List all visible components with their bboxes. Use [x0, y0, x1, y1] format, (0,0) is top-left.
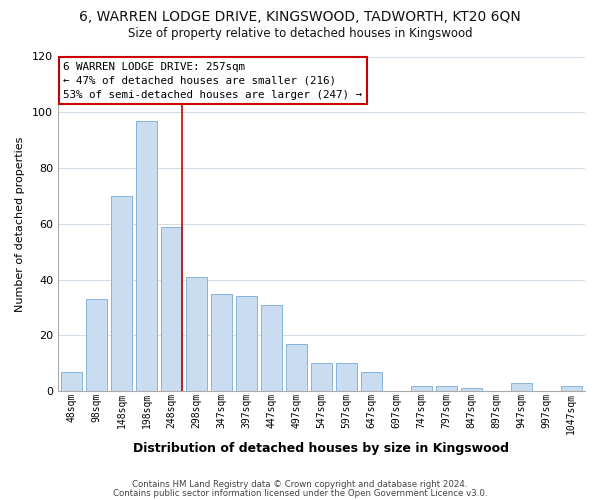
Bar: [186, 277, 207, 391]
Bar: [236, 296, 257, 391]
Text: Size of property relative to detached houses in Kingswood: Size of property relative to detached ho…: [128, 28, 472, 40]
Bar: [436, 386, 457, 391]
Bar: [311, 364, 332, 391]
X-axis label: Distribution of detached houses by size in Kingswood: Distribution of detached houses by size …: [133, 442, 509, 455]
Text: Contains public sector information licensed under the Open Government Licence v3: Contains public sector information licen…: [113, 489, 487, 498]
Text: 6 WARREN LODGE DRIVE: 257sqm
← 47% of detached houses are smaller (216)
53% of s: 6 WARREN LODGE DRIVE: 257sqm ← 47% of de…: [63, 62, 362, 100]
Y-axis label: Number of detached properties: Number of detached properties: [15, 136, 25, 312]
Bar: [560, 386, 582, 391]
Text: Contains HM Land Registry data © Crown copyright and database right 2024.: Contains HM Land Registry data © Crown c…: [132, 480, 468, 489]
Bar: [511, 383, 532, 391]
Bar: [111, 196, 132, 391]
Bar: [136, 120, 157, 391]
Bar: [261, 304, 282, 391]
Bar: [411, 386, 432, 391]
Bar: [361, 372, 382, 391]
Bar: [336, 364, 357, 391]
Bar: [86, 299, 107, 391]
Bar: [286, 344, 307, 391]
Bar: [161, 226, 182, 391]
Bar: [211, 294, 232, 391]
Bar: [61, 372, 82, 391]
Bar: [461, 388, 482, 391]
Text: 6, WARREN LODGE DRIVE, KINGSWOOD, TADWORTH, KT20 6QN: 6, WARREN LODGE DRIVE, KINGSWOOD, TADWOR…: [79, 10, 521, 24]
